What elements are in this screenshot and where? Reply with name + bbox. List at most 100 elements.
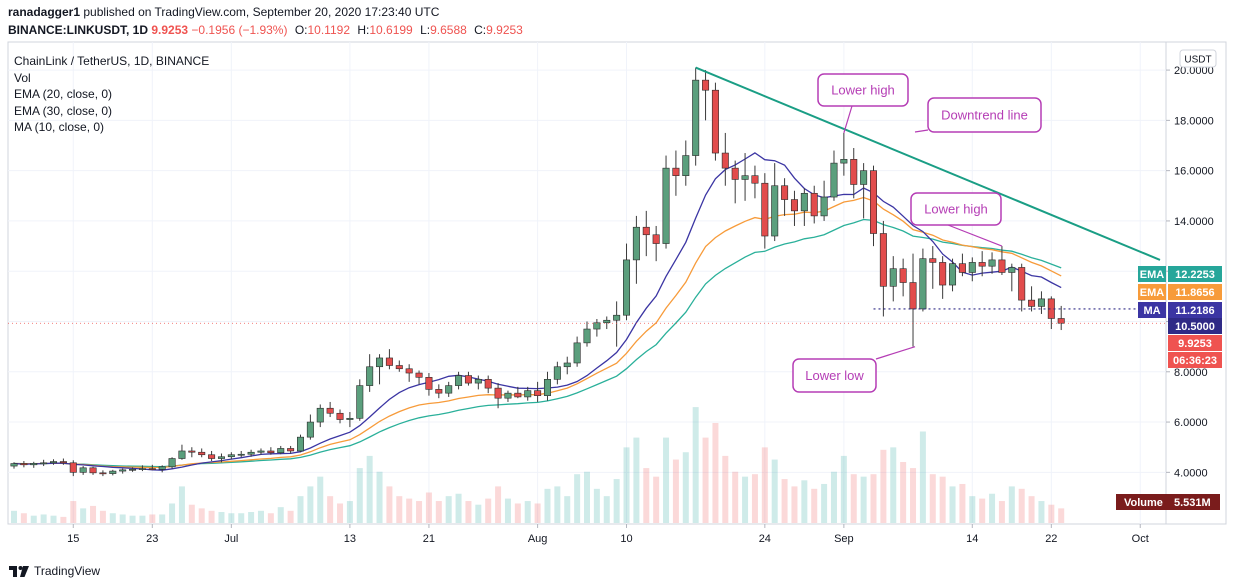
- candle-down: [425, 377, 433, 390]
- annotations: Lower high Downtrend line Lower high Lower …: [8, 66, 1166, 393]
- volume-bar: [188, 504, 195, 523]
- volume-bar: [50, 515, 57, 523]
- volume-bar: [159, 514, 166, 523]
- price-labels: EMA 12.2253 EMA 11.8656 MA 11.2186 10.5000 9.92…: [1116, 266, 1222, 510]
- x-tick-label: Oct: [1132, 533, 1149, 545]
- legend-vol[interactable]: Vol: [14, 70, 31, 85]
- volume-bar: [1058, 508, 1065, 523]
- callout-lower-low-text: Lower low: [805, 368, 864, 383]
- candle-down: [464, 375, 472, 384]
- currency-button[interactable]: USDT: [1179, 49, 1217, 68]
- time-axis[interactable]: 15 23 Jul 13 21 Aug 10 24 Sep 14 22 Oct: [67, 524, 1149, 545]
- volume-bar: [801, 480, 808, 523]
- y-tick-label: 6.0000: [1174, 417, 1208, 429]
- volume-bar: [149, 514, 156, 523]
- candle-down: [850, 159, 858, 185]
- candle-down: [781, 185, 789, 200]
- candle-up: [682, 155, 690, 176]
- low-value: 9.6588: [430, 23, 467, 37]
- volume-bar: [821, 483, 828, 523]
- legend-ma10[interactable]: MA (10, close, 0): [14, 120, 105, 134]
- candle-up: [524, 390, 532, 398]
- ema30-axis-value-bg: [1168, 284, 1222, 300]
- candle-up: [603, 319, 611, 324]
- volume-bar: [228, 513, 235, 523]
- x-tick-label: Aug: [528, 533, 548, 545]
- open-value: 10.1192: [307, 23, 351, 37]
- downtrend-line: [695, 66, 1161, 261]
- candle-up: [741, 175, 749, 180]
- callout-lower-high-2-box: [910, 192, 1002, 226]
- volume-bar: [643, 468, 650, 523]
- ma10-axis-value-bg: [1168, 302, 1222, 318]
- candle-up: [109, 470, 117, 474]
- volume-bar: [60, 516, 67, 523]
- candle-up: [623, 259, 631, 316]
- callout-lower-high-2-pointer: [947, 224, 1003, 247]
- candle-up: [988, 259, 996, 267]
- candle-up: [316, 407, 324, 423]
- legend-ema20[interactable]: EMA (20, close, 0): [14, 87, 113, 101]
- legend-ema30[interactable]: EMA (30, close, 0): [14, 103, 113, 118]
- callout-downtrend-line-text: Downtrend line: [941, 108, 1028, 123]
- level-axis-value-bg: [1168, 318, 1222, 334]
- volume-bar: [307, 486, 314, 523]
- volume-bar: [386, 486, 393, 523]
- candle-up: [949, 263, 957, 286]
- volume-bar: [11, 510, 17, 523]
- x-tick-label: 15: [67, 533, 79, 545]
- volume-bar: [998, 501, 1005, 523]
- candle-down: [721, 152, 729, 169]
- volume-bar: [238, 513, 245, 523]
- candle-up: [168, 458, 176, 468]
- volume-bar: [20, 513, 27, 523]
- published-text: published on TradingView.com, September …: [83, 5, 440, 19]
- candle-up: [830, 162, 838, 198]
- candle-down: [494, 387, 502, 399]
- volume-bar: [949, 486, 956, 523]
- candle-up: [10, 463, 18, 467]
- candle-down: [711, 89, 719, 154]
- currency-label: USDT: [1184, 55, 1211, 66]
- volume-bar: [90, 505, 97, 523]
- candle-up: [376, 357, 384, 368]
- tradingview-logo[interactable]: TradingView: [8, 564, 100, 578]
- volume-bar: [880, 449, 887, 523]
- candle-down: [958, 263, 966, 273]
- volume-tag-label: Volume: [1124, 497, 1163, 509]
- candle-down: [148, 468, 156, 470]
- y-tick-label: 4.0000: [1174, 467, 1208, 479]
- ema20-axis-value-bg: [1168, 266, 1222, 282]
- candle-up: [800, 192, 808, 212]
- candle-up: [158, 466, 166, 470]
- high-label: H:: [357, 23, 370, 37]
- volume-bar: [327, 496, 334, 523]
- volume-bars: [11, 407, 1065, 523]
- volume-bar: [139, 515, 146, 523]
- volume-bar: [495, 486, 502, 523]
- price-change: −0.1956 (−1.93%): [191, 23, 288, 37]
- volume-bar: [742, 476, 749, 523]
- y-tick-label: 14.0000: [1174, 216, 1214, 228]
- candle-up: [593, 322, 601, 330]
- candle-up: [860, 170, 868, 185]
- volume-bar: [732, 471, 739, 523]
- candle-down: [1057, 318, 1065, 324]
- volume-bar: [702, 437, 709, 523]
- candle-up: [227, 454, 235, 458]
- candles: [10, 67, 1065, 477]
- volume-bar: [208, 510, 215, 523]
- legend-title[interactable]: ChainLink / TetherUS, 1D, BINANCE: [14, 54, 210, 68]
- volume-bar: [218, 512, 225, 523]
- volume-bar: [771, 459, 778, 523]
- volume-bar: [425, 492, 432, 523]
- publisher-name[interactable]: ranadagger1: [8, 5, 81, 19]
- candle-up: [247, 451, 255, 455]
- candle-down: [998, 259, 1006, 273]
- volume-bar: [692, 407, 699, 523]
- candle-down: [929, 258, 937, 263]
- volume-bar: [554, 486, 561, 523]
- candle-up: [445, 385, 453, 394]
- candle-up: [474, 379, 482, 384]
